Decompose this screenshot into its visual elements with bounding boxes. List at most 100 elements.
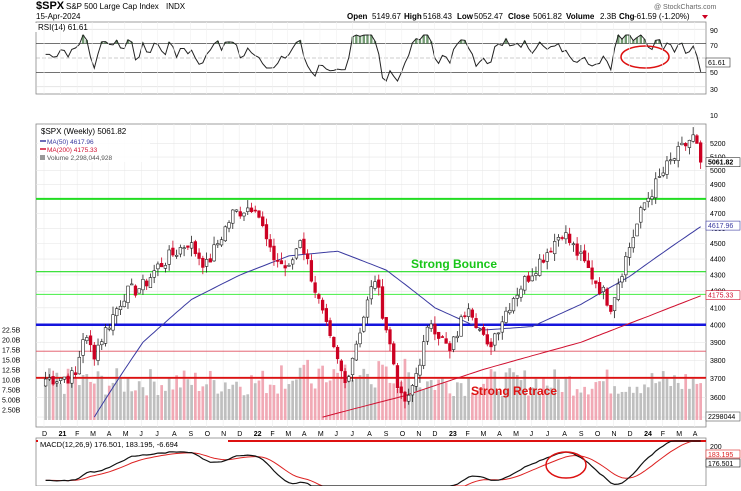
volume-bar bbox=[482, 383, 485, 420]
volume-bar bbox=[332, 369, 336, 420]
candle-body bbox=[115, 308, 119, 317]
volume-bar bbox=[635, 386, 639, 420]
candle-body bbox=[55, 381, 59, 384]
volume-bar bbox=[137, 381, 141, 420]
volume-bar bbox=[66, 368, 70, 420]
volume-bar bbox=[624, 391, 628, 420]
price-legend: $SPX (Weekly) 5061.82 MA(50) 4617.96 MA(… bbox=[38, 126, 150, 162]
macd-highlight-circle bbox=[545, 451, 587, 479]
x-axis-label: M bbox=[676, 431, 682, 438]
candle-body bbox=[582, 250, 587, 262]
candle-body bbox=[451, 336, 456, 350]
ma200-line bbox=[322, 295, 701, 418]
volume-bar bbox=[643, 384, 646, 420]
candle-body bbox=[466, 308, 471, 317]
volume-bar bbox=[673, 375, 676, 420]
volume-bar bbox=[111, 382, 115, 420]
candle-body bbox=[575, 243, 579, 256]
candle-body bbox=[156, 263, 160, 270]
volume-bar bbox=[287, 384, 291, 420]
candle-body bbox=[436, 331, 441, 339]
legend-bg bbox=[38, 126, 150, 162]
volume-bar bbox=[362, 368, 366, 420]
volume-bar bbox=[396, 388, 399, 420]
candle-body bbox=[186, 245, 190, 248]
x-axis-label: M bbox=[318, 431, 324, 438]
date-text: 15-Apr-2024 bbox=[36, 12, 81, 21]
candle-body bbox=[365, 299, 370, 318]
candle-body bbox=[100, 341, 104, 346]
candle-body bbox=[474, 318, 478, 328]
volume-bar bbox=[310, 383, 313, 420]
candle-body bbox=[455, 335, 460, 339]
volume-bar bbox=[575, 389, 579, 420]
x-axis-label: M bbox=[90, 431, 96, 438]
price-tick-label: 4100 bbox=[710, 305, 726, 312]
candle-body bbox=[231, 209, 235, 224]
price-tick-label: 3900 bbox=[710, 340, 726, 347]
candle-body bbox=[571, 243, 576, 246]
candle-body bbox=[680, 142, 684, 146]
volume-bar bbox=[115, 368, 119, 420]
close-price-tag-text: 5061.82 bbox=[708, 160, 733, 167]
candle-body bbox=[126, 285, 130, 303]
volume-bar bbox=[429, 380, 433, 420]
candle-body bbox=[111, 314, 115, 331]
volume-bar bbox=[134, 390, 137, 420]
candle-body bbox=[264, 224, 269, 240]
candle-body bbox=[167, 249, 171, 265]
volume-bar bbox=[500, 395, 504, 420]
volume-bar bbox=[167, 377, 171, 420]
candle-body bbox=[73, 372, 78, 376]
candle-body bbox=[141, 279, 145, 291]
volume-bar bbox=[414, 385, 418, 420]
candle-body bbox=[699, 142, 703, 163]
volume-bar bbox=[175, 375, 178, 420]
candle-body bbox=[287, 264, 291, 267]
volume-bar bbox=[564, 376, 568, 420]
candle-body bbox=[601, 286, 605, 292]
legend-ma200: MA(200) 4175.33 bbox=[47, 147, 98, 154]
close-value: 5061.82 bbox=[533, 12, 562, 21]
volume-bar bbox=[411, 388, 414, 420]
x-axis-label: J bbox=[351, 431, 355, 438]
volume-bar bbox=[609, 393, 613, 420]
x-axis-label: 23 bbox=[449, 431, 457, 438]
volume-bar bbox=[433, 389, 437, 420]
candle-body bbox=[410, 385, 415, 396]
candle-body bbox=[77, 356, 81, 375]
candle-body bbox=[189, 242, 194, 249]
x-axis-label: J bbox=[546, 431, 550, 438]
volume-bar bbox=[145, 395, 149, 420]
rsi-level-10: 10 bbox=[710, 113, 718, 120]
volume-bar bbox=[553, 369, 557, 420]
volume-tick-label: 22.5B bbox=[2, 328, 21, 335]
high-label: High bbox=[404, 12, 422, 21]
x-axis-label: S bbox=[189, 431, 194, 438]
open-value: 5149.67 bbox=[372, 12, 401, 21]
candle-body bbox=[358, 332, 362, 345]
volume-bar bbox=[250, 375, 253, 420]
candle-body bbox=[657, 176, 662, 178]
candle-body bbox=[362, 316, 366, 332]
volume-bar bbox=[620, 391, 624, 420]
candle-body bbox=[47, 377, 52, 380]
volume-bar bbox=[156, 395, 160, 420]
volume-bar bbox=[489, 369, 493, 420]
candle-body bbox=[403, 391, 407, 402]
volume-tick-label: 2.50B bbox=[2, 408, 21, 415]
x-axis-label: M bbox=[513, 431, 519, 438]
candle-body bbox=[320, 299, 325, 311]
legend-title: $SPX (Weekly) 5061.82 bbox=[41, 127, 127, 136]
volume-bar bbox=[560, 391, 564, 420]
volume-bar bbox=[557, 379, 560, 420]
price-tick-label: 3800 bbox=[710, 358, 726, 365]
rsi-level-labels: 90 70 50 30 10 bbox=[710, 28, 718, 120]
open-label: Open bbox=[347, 12, 368, 21]
exchange-text: INDX bbox=[166, 2, 186, 11]
x-axis-label: S bbox=[384, 431, 389, 438]
candle-body bbox=[253, 209, 257, 212]
candle-body bbox=[500, 321, 504, 333]
volume-axis: 22.5B 20.0B 17.5B 15.0B 12.5B 10.0B 7.50B 5.00B… bbox=[2, 328, 21, 415]
volume-bar bbox=[283, 388, 287, 420]
